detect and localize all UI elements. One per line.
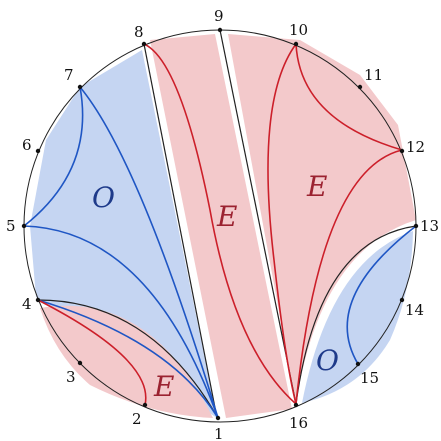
region-even-bottom-left [40, 305, 213, 418]
vertex-dot-9 [217, 27, 223, 33]
vertex-label-11: 11 [364, 66, 383, 84]
region-label-odd-bottom-right: O [316, 344, 339, 377]
vertex-label-8: 8 [134, 23, 144, 41]
red-curve-4-2 [37, 299, 147, 406]
vertex-dot-6 [35, 148, 41, 154]
vertex-dot-16 [293, 402, 299, 408]
vertex-dot-1 [215, 415, 221, 421]
vertex-dots [21, 27, 419, 421]
vertex-dot-8 [141, 41, 147, 47]
region-even-middle [150, 34, 292, 418]
vertex-dot-13 [413, 223, 419, 229]
odd-curves [23, 86, 417, 419]
region-label-odd-left: O [92, 181, 115, 214]
region-odd-bottom-right [302, 231, 413, 403]
vertex-dot-4 [35, 297, 41, 303]
vertex-dot-14 [399, 297, 405, 303]
red-curve-12-16 [295, 149, 403, 405]
vertex-label-15: 15 [360, 369, 379, 387]
even-curves [37, 43, 403, 406]
vertex-dot-11 [357, 84, 363, 90]
vertex-label-14: 14 [405, 301, 424, 319]
region-labels: O E E E O [92, 170, 339, 403]
vertex-label-7: 7 [64, 66, 74, 84]
blue-curve-5-1 [23, 225, 219, 419]
separator-13-16 [295, 225, 417, 405]
region-label-even-middle: E [216, 200, 237, 233]
region-label-even-bottom-left: E [153, 370, 174, 403]
vertex-label-16: 16 [289, 414, 308, 432]
vertex-dot-5 [21, 223, 27, 229]
separator-9-16 [219, 29, 297, 405]
vertex-label-13: 13 [420, 217, 439, 235]
separators-layer [37, 29, 417, 419]
region-label-even-right: E [306, 170, 327, 203]
vertex-label-12: 12 [406, 138, 425, 156]
blue-curve-7-1 [79, 86, 219, 419]
vertex-label-1: 1 [214, 425, 224, 441]
blue-curve-4-1 [37, 299, 219, 419]
vertex-label-3: 3 [66, 368, 76, 386]
vertex-label-4: 4 [22, 295, 32, 313]
vertex-dot-15 [355, 361, 361, 367]
vertex-label-5: 5 [6, 217, 16, 235]
separator-4-1 [37, 299, 219, 419]
vertex-dot-12 [399, 148, 405, 154]
vertex-dot-3 [77, 360, 83, 366]
red-curve-10-12 [295, 43, 403, 151]
regions-layer [30, 34, 416, 418]
red-curve-8-16 [143, 43, 297, 405]
vertex-dot-2 [142, 402, 148, 408]
red-curve-10-16 [267, 43, 297, 405]
vertex-label-10: 10 [289, 21, 308, 39]
vertex-label-2: 2 [132, 410, 142, 428]
vertex-dot-7 [77, 84, 83, 90]
vertex-label-6: 6 [22, 136, 32, 154]
region-odd-left [30, 50, 217, 418]
separator-8-1 [143, 43, 218, 419]
vertex-labels: 1 2 3 4 5 6 7 8 9 10 11 12 13 14 15 16 [6, 7, 439, 441]
vertex-label-9: 9 [214, 7, 224, 25]
blue-curve-7-5 [23, 86, 84, 227]
blue-curve-13-15 [346, 225, 417, 365]
region-even-right [228, 34, 416, 404]
vertex-dot-10 [293, 41, 299, 47]
